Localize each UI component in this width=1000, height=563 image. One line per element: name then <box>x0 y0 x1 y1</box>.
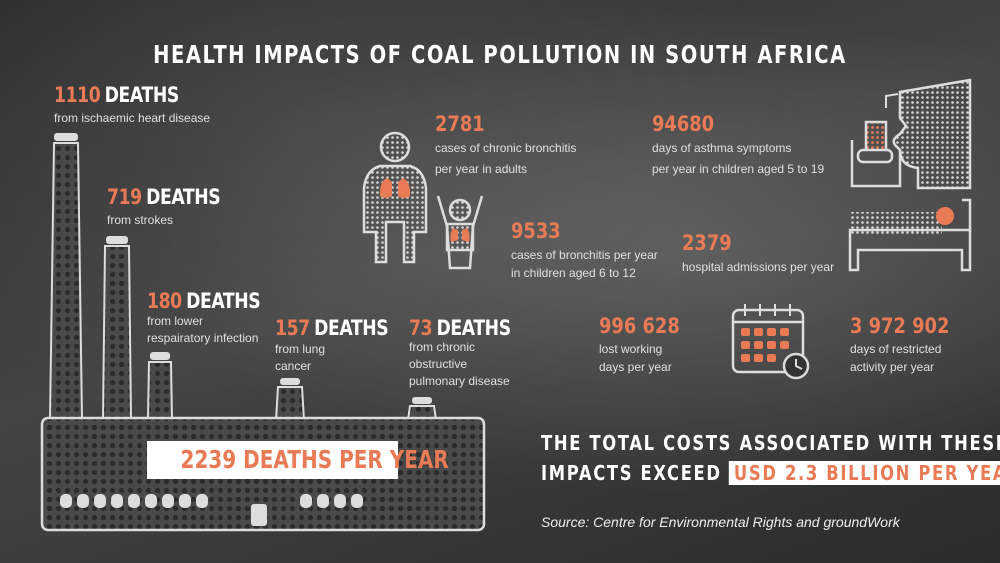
stat-hospital: 2379 hospital admissions per year <box>682 231 834 276</box>
page-title: HEALTH IMPACTS OF COAL POLLUTION IN SOUT… <box>153 40 847 69</box>
stat-line: days per year <box>599 360 672 374</box>
stat-bronchitis-children: 9533 cases of bronchitis per year in chi… <box>511 219 658 282</box>
total-deaths-banner: 2239 DEATHS PER YEAR <box>147 441 449 479</box>
deaths-word: DEATHS <box>314 316 389 340</box>
desc-line: cancer <box>275 359 312 373</box>
death-desc: from ischaemic heart disease <box>54 111 211 125</box>
stat-number: 94680 <box>652 112 715 136</box>
desc-line: from lower <box>147 314 204 328</box>
death-number: 73 <box>409 316 433 340</box>
stat-number: 2379 <box>682 231 732 255</box>
stat-line: in children aged 6 to 12 <box>511 266 636 280</box>
stat-asthma: 94680 days of asthma symptoms per year i… <box>652 112 824 178</box>
deaths-word: DEATHS <box>436 316 512 340</box>
deaths-word: DEATHS <box>186 289 261 313</box>
death-stat-lung-cancer: 157 DEATHS <box>275 316 389 341</box>
desc-line: obstructive <box>409 357 468 371</box>
total-deaths-text: 2239 DEATHS PER YEAR <box>180 445 449 474</box>
stat-line: days of restricted <box>850 342 942 356</box>
total-costs: THE TOTAL COSTS ASSOCIATED WITH THESE IM… <box>541 428 1000 488</box>
stat-line: activity per year <box>850 360 935 374</box>
death-stat-heart: 1110 DEATHS <box>54 83 179 108</box>
stat-line: days of asthma symptoms <box>652 141 792 155</box>
death-number: 157 <box>275 316 310 340</box>
death-stat-copd: 73 DEATHS <box>409 316 511 341</box>
death-stat-stroke: 719 DEATHS <box>107 185 221 210</box>
stat-working-days: 996 628 lost working days per year <box>599 314 694 376</box>
deaths-word: DEATHS <box>104 83 180 107</box>
stat-number: 2781 <box>435 112 485 136</box>
desc-line: pulmonary disease <box>409 374 510 388</box>
death-number: 719 <box>107 185 142 209</box>
stat-number: 996 628 <box>599 314 680 338</box>
death-desc: from lower respairatory infection <box>147 313 258 347</box>
stat-chronic-bronchitis: 2781 cases of chronic bronchitis per yea… <box>435 112 576 178</box>
stat-number: 3 972 902 <box>850 314 950 338</box>
family-lungs-icon <box>362 131 484 270</box>
stat-line: lost working <box>599 342 663 356</box>
stat-number: 9533 <box>511 219 561 243</box>
death-number: 1110 <box>54 83 101 107</box>
stat-line: per year in adults <box>435 162 528 176</box>
total-costs-highlight: USD 2.3 BILLION PER YEAR <box>729 461 1000 485</box>
calendar-clock-icon <box>731 304 810 380</box>
asthma-face-icon <box>850 78 972 190</box>
source-credit: Source: Centre for Environmental Rights … <box>541 514 900 530</box>
total-costs-prefix: IMPACTS EXCEED <box>541 461 722 485</box>
hospital-bed-icon <box>848 198 972 272</box>
death-desc: from strokes <box>107 213 174 227</box>
death-desc: from lung cancer <box>275 341 325 375</box>
death-desc: from chronic obstructive pulmonary disea… <box>409 339 510 390</box>
stat-line: hospital admissions per year <box>682 260 835 274</box>
death-stat-respiratory: 180 DEATHS <box>147 289 261 314</box>
stat-line: cases of chronic bronchitis <box>435 141 577 155</box>
total-costs-line1: THE TOTAL COSTS ASSOCIATED WITH THESE <box>541 431 1000 455</box>
stat-line: per year in children aged 5 to 19 <box>652 162 825 176</box>
desc-line: from chronic <box>409 340 476 354</box>
desc-line: from lung <box>275 342 326 356</box>
total-costs-line2: IMPACTS EXCEED USD 2.3 BILLION PER YEAR <box>541 458 1000 488</box>
stat-restricted-activity: 3 972 902 days of restricted activity pe… <box>850 314 967 376</box>
desc-line: respairatory infection <box>147 331 259 345</box>
stat-line: cases of bronchitis per year <box>511 248 658 262</box>
deaths-word: DEATHS <box>146 185 221 209</box>
death-number: 180 <box>147 289 182 313</box>
